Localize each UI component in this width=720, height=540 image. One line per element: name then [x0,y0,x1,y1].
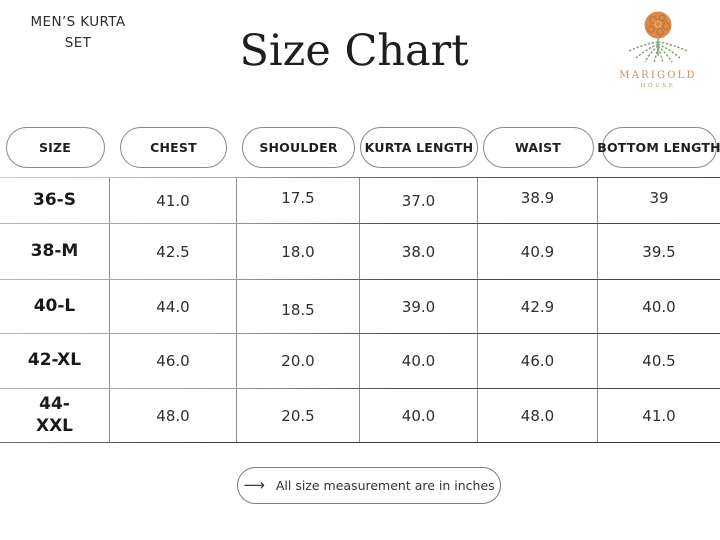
waist-cell: 48.0 [478,389,598,442]
row-divider [0,388,720,389]
column-header-label: KURTA LENGTH [364,139,474,155]
table-row: 44-XXL 48.0 20.5 40.0 48.0 41.0 [0,389,720,442]
column-header-label: BOTTOM LENGTH [597,139,720,155]
table-row: 42-XL 46.0 20.0 40.0 46.0 40.5 [0,334,720,388]
shoulder-cell: 18.5 [237,280,360,333]
shoulder-cell: 18.0 [237,224,360,279]
bottom-length-cell: 41.0 [642,406,676,425]
chest-cell: 42.5 [110,224,237,279]
row-divider [0,333,720,334]
waist-cell: 42.9 [478,280,598,333]
waist-cell: 38.9 [478,178,598,223]
units-note-pill: ⟶ All size measurement are in inches [237,467,501,504]
page-title: Size Chart [239,26,469,76]
waist-cell: 40.9 [478,224,598,279]
size-table: 36-S 41.0 17.5 37.0 38.9 39 38-M 42.5 18… [0,177,720,443]
chest-cell: 44.0 [110,280,237,333]
bottom-length-cell: 40.5 [642,352,676,370]
column-header-label: WAIST [514,139,562,155]
size-cell: 42-XL [0,334,110,388]
size-cell: 36-S [0,178,110,223]
marigold-flower-icon [616,6,700,68]
column-header-shoulder: SHOULDER [242,126,355,168]
product-label: MEN’S KURTA SET [30,14,126,51]
size-cell: 40-L [0,280,110,333]
kurta-length-cell: 40.0 [360,334,478,388]
units-note-text: All size measurement are in inches [275,478,495,493]
size-cell: 44-XXL [0,389,110,442]
kurta-length-cell: 37.0 [360,178,478,223]
brand-tagline: HOUSE [640,83,676,89]
row-divider [0,279,720,280]
column-header-kurta-length: KURTA LENGTH [360,126,478,168]
column-header-waist: WAIST [482,126,594,168]
shoulder-cell: 20.0 [237,334,360,388]
kurta-length-cell: 40.0 [360,389,478,442]
column-header-label: CHEST [150,139,197,155]
column-header-label: SHOULDER [259,139,338,155]
size-cell: 38-M [0,224,110,279]
chest-cell: 48.0 [110,389,237,442]
brand-logo: MARIGOLD HOUSE [602,6,714,89]
column-header-chest: CHEST [120,126,227,168]
bottom-length-cell: 39 [649,188,669,207]
row-divider [0,223,720,224]
bottom-length-cell: 40.0 [642,297,676,316]
table-row: 36-S 41.0 17.5 37.0 38.9 39 [0,178,720,223]
chest-cell: 46.0 [110,334,237,388]
shoulder-cell: 17.5 [237,178,360,223]
table-row: 38-M 42.5 18.0 38.0 40.9 39.5 [0,224,720,279]
waist-cell: 46.0 [478,334,598,388]
table-header-row: SIZE CHEST SHOULDER KURTA LENGTH WAIST B… [0,124,720,170]
chest-cell: 41.0 [110,178,237,223]
bottom-length-cell: 39.5 [642,242,676,261]
table-bottom-border [0,442,720,443]
shoulder-cell: 20.5 [237,389,360,442]
column-header-label: SIZE [38,139,72,155]
arrow-right-icon: ⟶ [243,476,265,494]
kurta-length-cell: 38.0 [360,224,478,279]
column-header-bottom-length: BOTTOM LENGTH [597,126,720,168]
brand-name: MARIGOLD [619,70,697,81]
kurta-length-cell: 39.0 [360,280,478,333]
table-row: 40-L 44.0 18.5 39.0 42.9 40.0 [0,280,720,333]
column-header-size: SIZE [5,126,105,168]
table-top-border [0,177,720,178]
